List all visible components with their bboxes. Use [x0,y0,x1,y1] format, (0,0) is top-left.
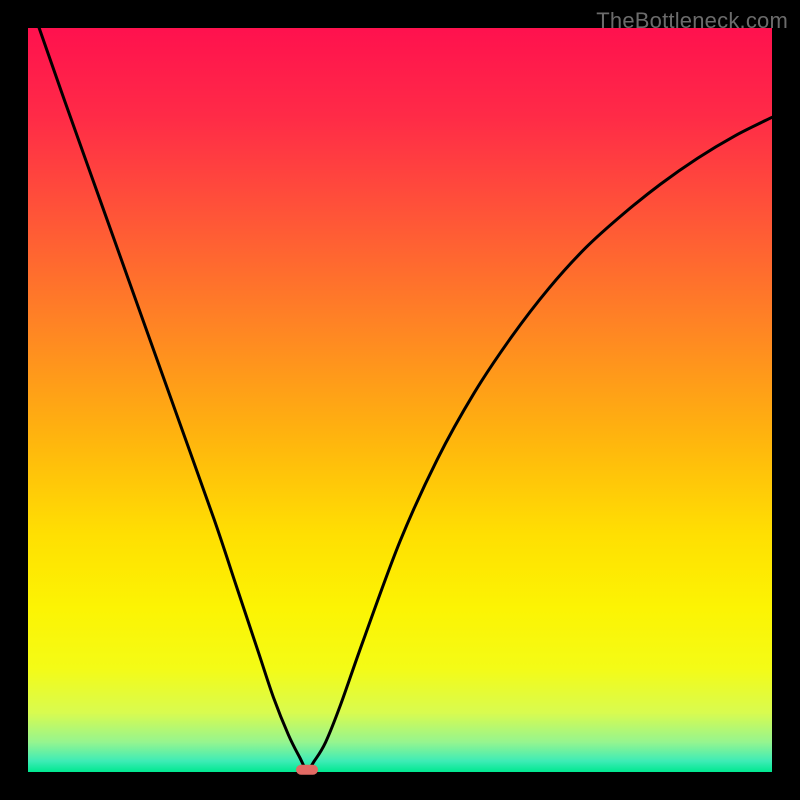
watermark-text: TheBottleneck.com [596,8,788,34]
plot-area [28,28,772,772]
optimal-point-marker [296,765,318,775]
bottleneck-chart [0,0,800,800]
chart-container: TheBottleneck.com [0,0,800,800]
